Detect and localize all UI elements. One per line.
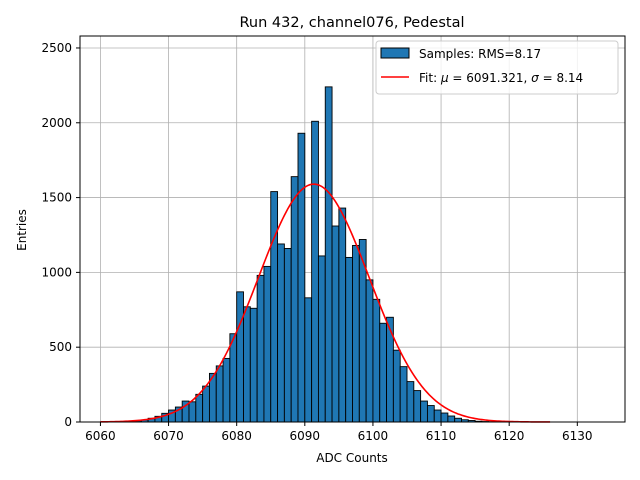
histogram-bar bbox=[263, 265, 272, 423]
histogram-bar bbox=[277, 243, 285, 423]
histogram-bar bbox=[399, 366, 408, 423]
histogram-bar bbox=[406, 381, 415, 423]
histogram-bar bbox=[243, 306, 251, 423]
histogram-bar bbox=[290, 176, 299, 423]
y-tick-label: 0 bbox=[64, 415, 72, 429]
x-axis-label: ADC Counts bbox=[316, 451, 388, 465]
histogram-bar bbox=[338, 207, 347, 423]
histogram-bar bbox=[331, 225, 340, 423]
histogram-bar bbox=[352, 245, 360, 423]
histogram-bar bbox=[345, 256, 353, 423]
histogram-bar bbox=[413, 390, 422, 423]
legend-box bbox=[375, 40, 619, 95]
fit-curve bbox=[100, 183, 551, 423]
histogram-bar bbox=[454, 417, 462, 423]
plot-area: 6060 6070 6080 6090 6100 6110 6120 6130 0 500 100… bbox=[41, 35, 626, 443]
x-tick-label: 6060 bbox=[85, 429, 116, 443]
y-tick-label: 1500 bbox=[41, 191, 72, 205]
legend-label-samples: Samples: RMS=8.17 bbox=[419, 47, 541, 61]
histogram-bar bbox=[317, 255, 326, 423]
y-axis-ticks: 0 500 1000 1500 2000 2500 bbox=[41, 41, 80, 429]
histogram-bar bbox=[433, 409, 442, 423]
chart-title: Run 432, channel076, Pedestal bbox=[239, 15, 464, 31]
x-tick-label: 6120 bbox=[494, 429, 525, 443]
histogram-bar bbox=[215, 365, 224, 423]
legend-swatch-samples bbox=[380, 47, 410, 59]
histogram-bar bbox=[236, 291, 244, 423]
histogram-bar bbox=[447, 415, 456, 423]
histogram-bar bbox=[392, 349, 401, 423]
histogram-bar bbox=[324, 86, 333, 423]
histogram-bar bbox=[420, 400, 428, 423]
histogram-bar bbox=[297, 132, 306, 423]
y-tick-label: 2000 bbox=[41, 116, 72, 130]
histogram-bar bbox=[249, 307, 258, 423]
x-tick-label: 6090 bbox=[290, 429, 321, 443]
x-tick-label: 6100 bbox=[358, 429, 389, 443]
y-axis-label: Entries bbox=[15, 209, 29, 251]
histogram-bar bbox=[379, 322, 388, 423]
x-tick-label: 6130 bbox=[562, 429, 593, 443]
legend-label-fit: Fit: μ = 6091.321, σ = 8.14 bbox=[419, 71, 583, 85]
histogram-bar bbox=[188, 401, 197, 423]
axes-frame bbox=[79, 35, 626, 423]
histogram-bar bbox=[304, 297, 313, 423]
histogram-bar bbox=[202, 385, 210, 423]
legend: Samples: RMS=8.17 Fit: μ = 6091.321, σ =… bbox=[375, 40, 619, 95]
y-tick-label: 500 bbox=[49, 340, 72, 354]
histogram-bar bbox=[440, 412, 449, 423]
histogram-bar bbox=[222, 357, 231, 423]
x-tick-label: 6110 bbox=[426, 429, 457, 443]
histogram-bar bbox=[195, 393, 204, 423]
histogram-bar bbox=[372, 298, 381, 423]
y-tick-label: 1000 bbox=[41, 265, 72, 279]
y-tick-label: 2500 bbox=[41, 41, 72, 55]
histogram-bar bbox=[426, 405, 435, 423]
histogram-bar bbox=[270, 191, 279, 423]
histogram-bar bbox=[283, 247, 292, 423]
x-axis-ticks: 6060 6070 6080 6090 6100 6110 6120 6130 bbox=[85, 422, 593, 443]
histogram-bar bbox=[256, 274, 265, 423]
histogram-bar bbox=[311, 120, 319, 423]
x-tick-label: 6070 bbox=[153, 429, 184, 443]
histogram-bar bbox=[229, 333, 238, 423]
histogram-bar bbox=[365, 279, 374, 423]
x-tick-label: 6080 bbox=[221, 429, 252, 443]
